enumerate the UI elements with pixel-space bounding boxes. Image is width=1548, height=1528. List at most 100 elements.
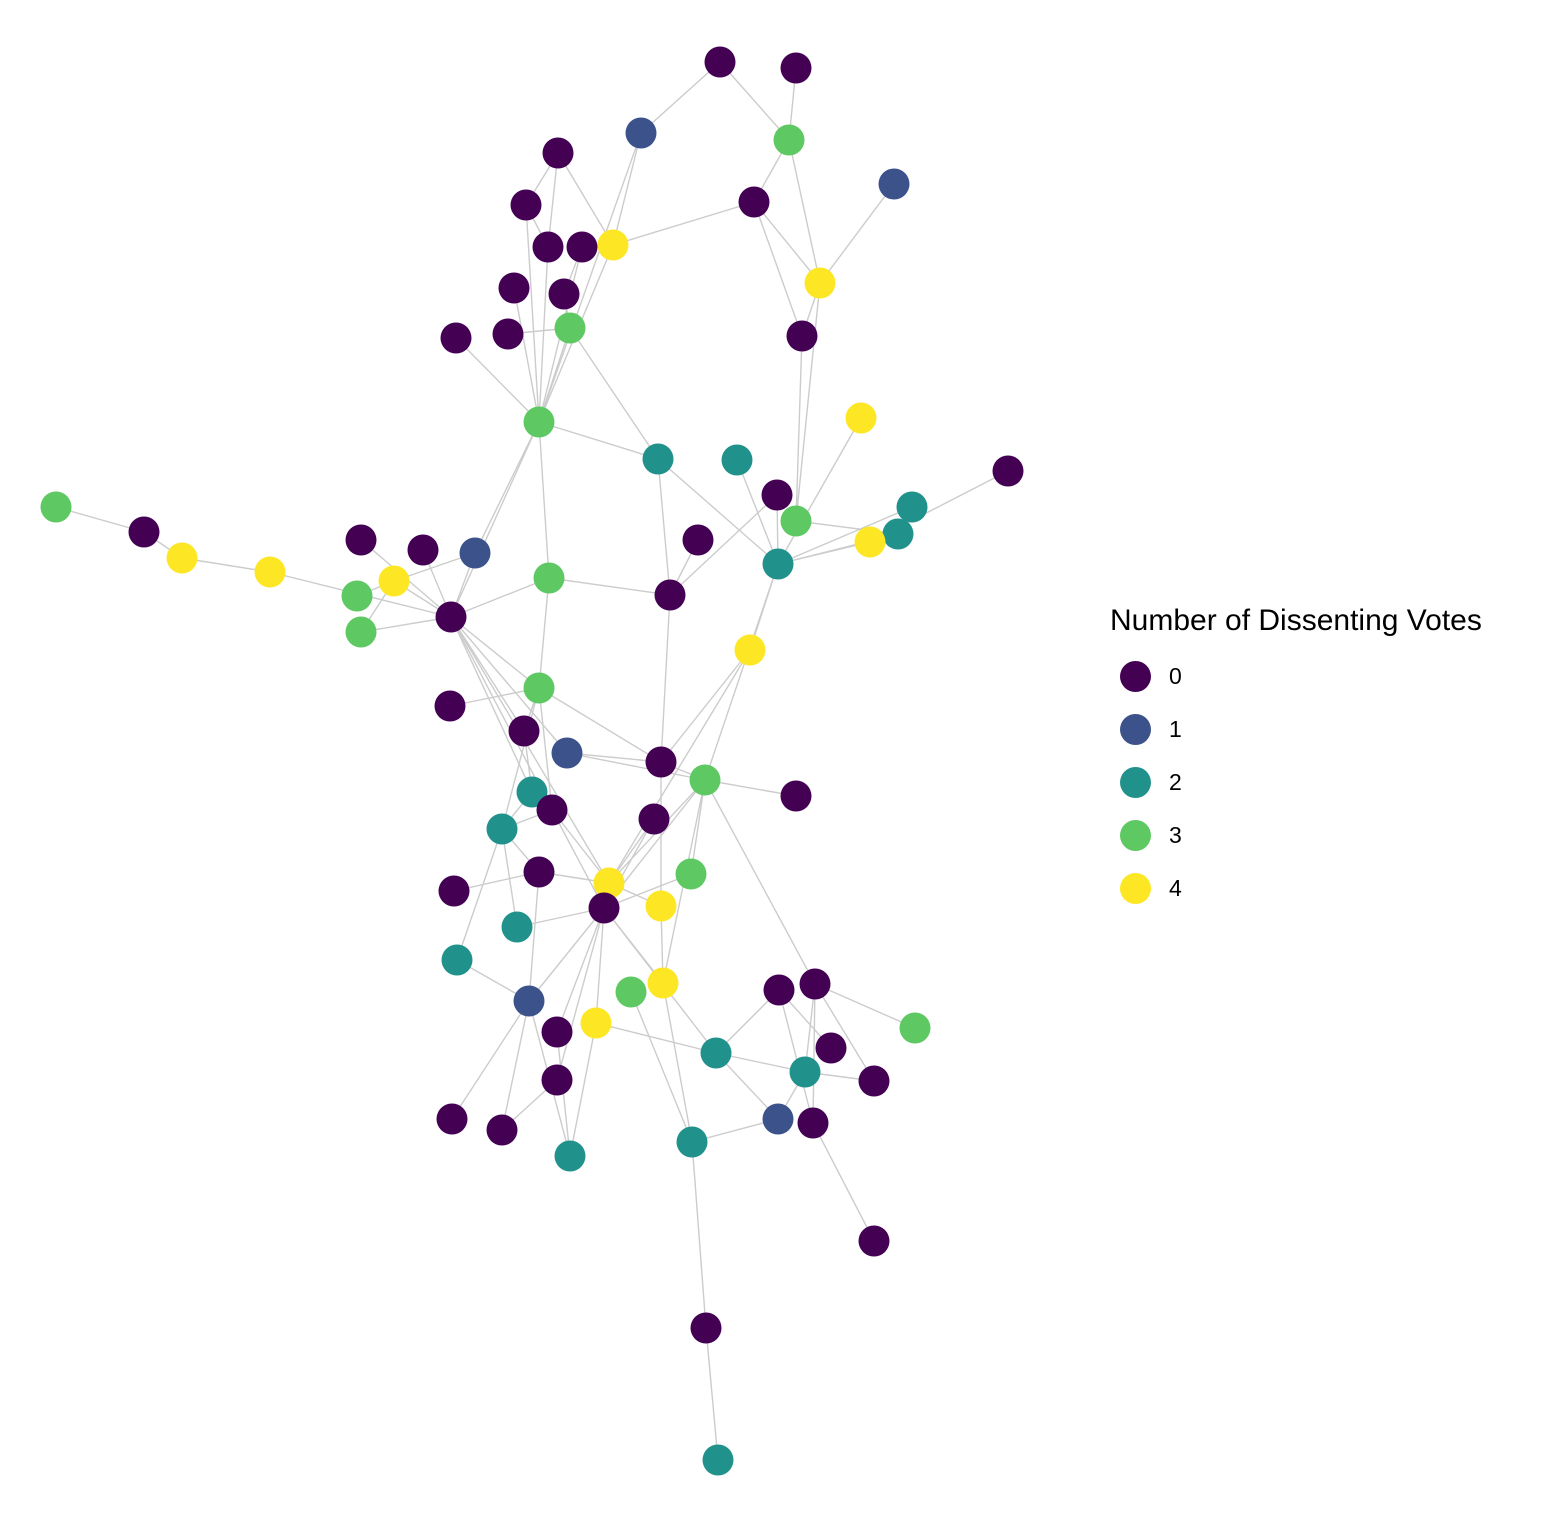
edge bbox=[704, 563, 779, 781]
edge bbox=[556, 907, 605, 1033]
node-votes-3 bbox=[780, 505, 812, 537]
node-votes-0 bbox=[440, 322, 472, 354]
edge bbox=[569, 1022, 597, 1157]
edge bbox=[814, 983, 916, 1029]
edge bbox=[819, 183, 895, 284]
legend-item-3: 3 bbox=[1110, 809, 1482, 862]
edge bbox=[450, 616, 568, 754]
node-votes-0 bbox=[780, 52, 812, 84]
node-votes-0 bbox=[541, 1016, 573, 1048]
edge bbox=[538, 132, 642, 423]
edge bbox=[603, 873, 692, 909]
node-votes-0 bbox=[541, 1064, 573, 1096]
node-votes-0 bbox=[566, 231, 598, 263]
node-votes-2 bbox=[721, 444, 753, 476]
node-votes-1 bbox=[551, 737, 583, 769]
node-votes-4 bbox=[580, 1007, 612, 1039]
node-votes-0 bbox=[992, 455, 1024, 487]
legend-item-0: 0 bbox=[1110, 650, 1482, 703]
legend-label-1: 1 bbox=[1169, 716, 1182, 742]
node-votes-0 bbox=[588, 892, 620, 924]
node-votes-0 bbox=[763, 974, 795, 1006]
node-votes-2 bbox=[896, 491, 928, 523]
node-votes-3 bbox=[899, 1012, 931, 1044]
edge bbox=[669, 494, 778, 596]
node-votes-0 bbox=[435, 601, 467, 633]
edge bbox=[557, 152, 614, 246]
edge bbox=[450, 616, 610, 884]
node-votes-2 bbox=[486, 813, 518, 845]
node-votes-2 bbox=[516, 776, 548, 808]
edge bbox=[690, 779, 706, 875]
edge bbox=[691, 1141, 707, 1329]
edge bbox=[566, 752, 662, 763]
node-votes-1 bbox=[762, 1103, 794, 1135]
edge bbox=[551, 809, 605, 909]
node-votes-0 bbox=[536, 794, 568, 826]
node-votes-0 bbox=[436, 1103, 468, 1135]
legend-label-4: 4 bbox=[1169, 875, 1182, 901]
node-votes-0 bbox=[532, 231, 564, 263]
legend-item-1: 1 bbox=[1110, 703, 1482, 756]
node-votes-3 bbox=[523, 406, 555, 438]
node-votes-3 bbox=[554, 312, 586, 344]
legend-swatch-2 bbox=[1120, 767, 1151, 798]
edge bbox=[812, 983, 816, 1124]
legend: Number of Dissenting Votes 0 1 2 3 4 bbox=[1110, 604, 1482, 915]
legend-label-0: 0 bbox=[1169, 663, 1182, 689]
node-votes-0 bbox=[682, 524, 714, 556]
edge bbox=[474, 421, 540, 554]
node-votes-1 bbox=[878, 168, 910, 200]
node-votes-0 bbox=[510, 189, 542, 221]
node-votes-0 bbox=[548, 278, 580, 310]
node-votes-0 bbox=[523, 856, 555, 888]
edge bbox=[548, 577, 671, 596]
edge bbox=[657, 458, 671, 596]
edge bbox=[538, 687, 553, 811]
node-votes-0 bbox=[492, 318, 524, 350]
node-votes-1 bbox=[459, 537, 491, 569]
node-votes-0 bbox=[498, 272, 530, 304]
edge bbox=[795, 282, 821, 522]
edge bbox=[630, 991, 693, 1143]
node-votes-1 bbox=[513, 985, 545, 1017]
node-votes-4 bbox=[804, 267, 836, 299]
node-votes-4 bbox=[845, 402, 877, 434]
node-votes-3 bbox=[341, 580, 373, 612]
edge bbox=[501, 1000, 530, 1131]
legend-swatch-0 bbox=[1120, 661, 1151, 692]
node-votes-0 bbox=[761, 479, 793, 511]
edge bbox=[501, 687, 540, 830]
edge bbox=[450, 577, 550, 618]
legend-label-2: 2 bbox=[1169, 769, 1182, 795]
node-votes-3 bbox=[533, 562, 565, 594]
node-votes-0 bbox=[797, 1107, 829, 1139]
edge bbox=[595, 907, 605, 1024]
edge bbox=[450, 421, 540, 618]
node-votes-3 bbox=[615, 976, 647, 1008]
edge bbox=[528, 871, 540, 1002]
node-votes-2 bbox=[554, 1140, 586, 1172]
edge bbox=[660, 649, 751, 763]
node-votes-0 bbox=[542, 137, 574, 169]
node-votes-3 bbox=[675, 858, 707, 890]
edge bbox=[705, 1327, 719, 1461]
node-votes-4 bbox=[645, 890, 677, 922]
edge bbox=[450, 616, 540, 689]
node-votes-3 bbox=[523, 672, 555, 704]
edge bbox=[538, 687, 662, 763]
edge bbox=[450, 616, 533, 793]
node-votes-4 bbox=[593, 867, 625, 899]
edge bbox=[566, 752, 706, 781]
node-votes-4 bbox=[647, 967, 679, 999]
node-votes-2 bbox=[882, 518, 914, 550]
edge bbox=[736, 459, 779, 565]
node-votes-0 bbox=[645, 746, 677, 778]
edge bbox=[528, 907, 605, 1002]
node-votes-4 bbox=[166, 542, 198, 574]
node-votes-3 bbox=[40, 491, 72, 523]
node-votes-3 bbox=[689, 764, 721, 796]
edge bbox=[525, 204, 540, 423]
node-votes-2 bbox=[789, 1056, 821, 1088]
